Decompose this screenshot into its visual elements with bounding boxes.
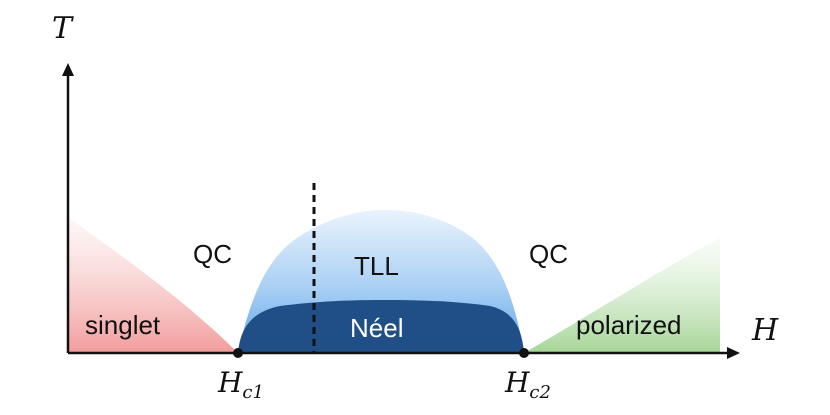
x-axis-arrow — [727, 347, 740, 359]
singlet-label: singlet — [85, 310, 161, 340]
y-axis-arrow — [62, 63, 74, 76]
polarized-label: polarized — [576, 310, 682, 340]
polarized-region — [524, 238, 720, 353]
y-axis-label: T — [52, 11, 74, 46]
singlet-region — [68, 217, 238, 353]
x-axis-label: H — [751, 313, 779, 348]
neel-label: Néel — [350, 313, 403, 343]
hc2-label: Hc2 — [504, 366, 551, 403]
qc-left-label: QC — [193, 239, 232, 269]
hc2-point — [519, 348, 529, 358]
tll-label: TLL — [354, 251, 399, 281]
hc1-point — [233, 348, 243, 358]
neel-region — [238, 300, 524, 353]
hc1-label: Hc1 — [217, 366, 264, 403]
qc-right-label: QC — [529, 239, 568, 269]
